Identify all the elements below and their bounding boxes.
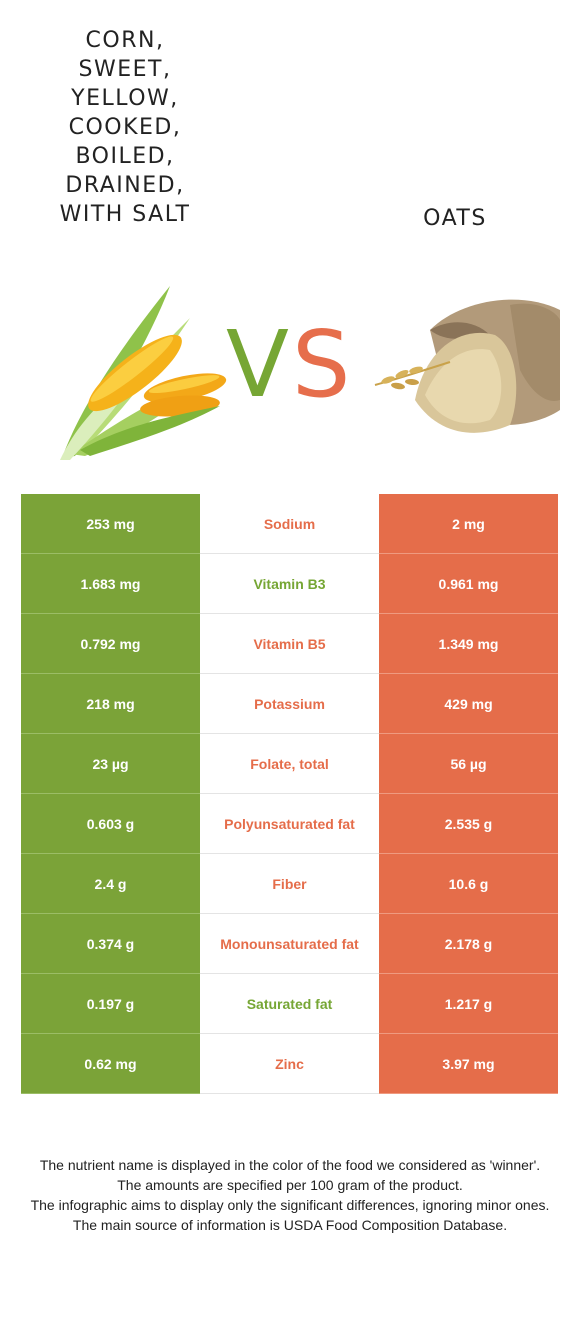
right-food-value: 429 mg <box>379 674 558 734</box>
right-food-value: 1.349 mg <box>379 614 558 674</box>
left-food-value: 1.683 mg <box>21 554 200 614</box>
left-title-line: YELLOW, <box>71 86 179 111</box>
table-row: 0.603 g Polyunsaturated fat 2.535 g <box>21 794 558 854</box>
left-title-line: COOKED, <box>68 115 182 140</box>
nutrient-name: Fiber <box>200 854 379 914</box>
vs-letter-v: V <box>226 311 289 418</box>
table-row: 218 mg Potassium 429 mg <box>21 674 558 734</box>
table-row: 23 µg Folate, total 56 µg <box>21 734 558 794</box>
vs-letter-s: S <box>292 311 351 418</box>
nutrient-name: Vitamin B5 <box>200 614 379 674</box>
left-food-value: 23 µg <box>21 734 200 794</box>
nutrient-name: Saturated fat <box>200 974 379 1034</box>
right-food-value: 0.961 mg <box>379 554 558 614</box>
table-row: 0.62 mg Zinc 3.97 mg <box>21 1034 558 1094</box>
table-row: 0.792 mg Vitamin B5 1.349 mg <box>21 614 558 674</box>
table-row: 1.683 mg Vitamin B3 0.961 mg <box>21 554 558 614</box>
right-food-value: 2.535 g <box>379 794 558 854</box>
left-food-value: 0.197 g <box>21 974 200 1034</box>
left-food-value: 218 mg <box>21 674 200 734</box>
nutrient-name: Folate, total <box>200 734 379 794</box>
left-food-title: CORN, SWEET, YELLOW, COOKED, BOILED, DRA… <box>50 26 200 229</box>
nutrient-name: Sodium <box>200 494 379 554</box>
footnote: The nutrient name is displayed in the co… <box>39 1157 541 1173</box>
corn-image <box>60 286 227 460</box>
right-food-title: OATS <box>423 206 487 231</box>
nutrient-name: Polyunsaturated fat <box>200 794 379 854</box>
right-food-value: 2.178 g <box>379 914 558 974</box>
left-title-line: WITH SALT <box>59 202 191 227</box>
left-food-value: 0.374 g <box>21 914 200 974</box>
footnote: The main source of information is USDA F… <box>72 1217 508 1233</box>
left-food-value: 253 mg <box>21 494 200 554</box>
nutrient-name: Vitamin B3 <box>200 554 379 614</box>
footnotes: The nutrient name is displayed in the co… <box>20 1155 560 1235</box>
left-food-value: 2.4 g <box>21 854 200 914</box>
nutrient-name: Potassium <box>200 674 379 734</box>
nutrient-name: Monounsaturated fat <box>200 914 379 974</box>
right-food-value: 2 mg <box>379 494 558 554</box>
nutrient-comparison-table: 253 mg Sodium 2 mg 1.683 mg Vitamin B3 0.961 … <box>21 494 558 1094</box>
right-food-value: 3.97 mg <box>379 1034 558 1094</box>
nutrient-name: Zinc <box>200 1034 379 1094</box>
table-row: 253 mg Sodium 2 mg <box>21 494 558 554</box>
right-food-value: 56 µg <box>379 734 558 794</box>
oats-image <box>374 299 560 433</box>
left-food-value: 0.62 mg <box>21 1034 200 1094</box>
left-food-value: 0.603 g <box>21 794 200 854</box>
right-food-value: 1.217 g <box>379 974 558 1034</box>
footnote: The amounts are specified per 100 gram o… <box>117 1177 463 1193</box>
right-food-value: 10.6 g <box>379 854 558 914</box>
table-row: 2.4 g Fiber 10.6 g <box>21 854 558 914</box>
left-title-line: DRAINED, <box>65 173 185 198</box>
footnote: The infographic aims to display only the… <box>30 1197 550 1213</box>
table-row: 0.197 g Saturated fat 1.217 g <box>21 974 558 1034</box>
left-title-line: SWEET, <box>78 57 172 82</box>
left-title-line: CORN, <box>85 28 165 53</box>
left-food-value: 0.792 mg <box>21 614 200 674</box>
left-title-line: BOILED, <box>75 144 175 169</box>
table-row: 0.374 g Monounsaturated fat 2.178 g <box>21 914 558 974</box>
